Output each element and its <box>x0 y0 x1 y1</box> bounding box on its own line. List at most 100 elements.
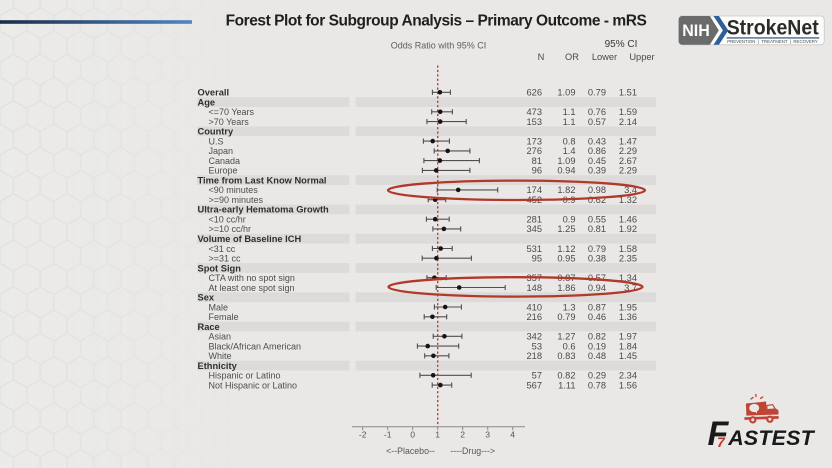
svg-text:148: 148 <box>526 283 542 293</box>
svg-text:0.78: 0.78 <box>588 380 606 390</box>
svg-text:0.76: 0.76 <box>588 107 606 117</box>
svg-text:173: 173 <box>526 136 542 146</box>
svg-text:0.46: 0.46 <box>588 312 606 322</box>
svg-text:OR: OR <box>565 52 579 62</box>
svg-text:174: 174 <box>526 185 542 195</box>
svg-text:1.27: 1.27 <box>557 332 575 342</box>
svg-text:2.34: 2.34 <box>619 371 637 381</box>
svg-text:1.4: 1.4 <box>563 146 576 156</box>
svg-text:1.32: 1.32 <box>619 195 637 205</box>
svg-text:1.47: 1.47 <box>619 136 637 146</box>
svg-text:Race: Race <box>198 322 220 332</box>
svg-text:2.29: 2.29 <box>619 166 637 176</box>
svg-text:1.95: 1.95 <box>619 302 637 312</box>
svg-text:At least one spot sign: At least one spot sign <box>209 283 295 293</box>
svg-text:345: 345 <box>526 224 542 234</box>
svg-text:531: 531 <box>526 244 542 254</box>
svg-text:2.67: 2.67 <box>619 156 637 166</box>
svg-text:0.81: 0.81 <box>588 224 606 234</box>
svg-text:NIH: NIH <box>682 22 710 40</box>
svg-text:0.62: 0.62 <box>588 195 606 205</box>
svg-text:95: 95 <box>532 254 542 264</box>
svg-text:Age: Age <box>198 97 216 107</box>
svg-text:0.86: 0.86 <box>588 146 606 156</box>
svg-text:0.82: 0.82 <box>557 371 575 381</box>
svg-text:Europe: Europe <box>209 166 238 176</box>
svg-text:281: 281 <box>526 214 542 224</box>
svg-text:1.59: 1.59 <box>619 107 637 117</box>
svg-text:0.94: 0.94 <box>588 283 606 293</box>
svg-text:1.09: 1.09 <box>557 156 575 166</box>
svg-text:626: 626 <box>526 88 542 98</box>
svg-text:0.79: 0.79 <box>588 88 606 98</box>
svg-text:Volume of Baseline ICH: Volume of Baseline ICH <box>198 234 302 244</box>
svg-text:1.1: 1.1 <box>563 117 576 127</box>
svg-text:Black/African American: Black/African American <box>209 341 302 351</box>
svg-text:1.82: 1.82 <box>557 185 575 195</box>
svg-text:Hispanic or Latino: Hispanic or Latino <box>209 371 281 381</box>
svg-text:Country: Country <box>198 127 234 137</box>
svg-text:>=90 minutes: >=90 minutes <box>209 195 264 205</box>
svg-text:2.35: 2.35 <box>619 254 637 264</box>
svg-text:PREVENTION | TREATMENT | R: PREVENTION | TREATMENT | RECOVERY <box>727 39 818 45</box>
svg-text:0.57: 0.57 <box>588 273 606 283</box>
svg-text:1.97: 1.97 <box>619 332 637 342</box>
svg-text:1.46: 1.46 <box>619 214 637 224</box>
svg-text:276: 276 <box>526 146 542 156</box>
svg-text:1.1: 1.1 <box>563 107 576 117</box>
svg-text:218: 218 <box>526 351 542 361</box>
svg-text:0.8: 0.8 <box>563 136 576 146</box>
svg-text:57: 57 <box>532 371 542 381</box>
svg-text:0.39: 0.39 <box>588 166 606 176</box>
svg-text:1.58: 1.58 <box>619 244 637 254</box>
svg-text:Ethnicity: Ethnicity <box>198 361 238 371</box>
svg-text:3: 3 <box>485 430 490 440</box>
svg-text:N: N <box>538 52 545 62</box>
svg-text:3.4: 3.4 <box>624 185 637 195</box>
svg-text:Forest Plot for Subgroup Analy: Forest Plot for Subgroup Analysis – Prim… <box>226 13 647 30</box>
svg-text:0.79: 0.79 <box>557 312 575 322</box>
svg-text:CTA with no spot sign: CTA with no spot sign <box>209 273 295 283</box>
svg-text:2: 2 <box>460 430 465 440</box>
svg-text:Overall: Overall <box>198 88 230 98</box>
svg-text:-2: -2 <box>359 430 367 440</box>
svg-text:0.6: 0.6 <box>563 341 576 351</box>
svg-text:<90 minutes: <90 minutes <box>209 185 259 195</box>
svg-text:1.12: 1.12 <box>557 244 575 254</box>
svg-text:1.36: 1.36 <box>619 312 637 322</box>
svg-text:<--Placebo--: <--Placebo-- <box>386 446 435 456</box>
svg-text:U.S: U.S <box>209 136 224 146</box>
svg-text:Asian: Asian <box>209 332 232 342</box>
svg-text:<31 cc: <31 cc <box>209 244 236 254</box>
svg-text:2.14: 2.14 <box>619 117 637 127</box>
svg-text:0.98: 0.98 <box>588 185 606 195</box>
svg-text:>70 Years: >70 Years <box>209 117 250 127</box>
svg-text:>=10 cc/hr: >=10 cc/hr <box>209 224 252 234</box>
svg-text:0.9: 0.9 <box>563 214 576 224</box>
svg-text:1.92: 1.92 <box>619 224 637 234</box>
svg-text:410: 410 <box>526 302 542 312</box>
svg-text:Female: Female <box>209 312 239 322</box>
svg-text:StrokeNet: StrokeNet <box>727 16 819 40</box>
svg-text:Not Hispanic or Latino: Not Hispanic or Latino <box>209 380 298 390</box>
svg-text:1.51: 1.51 <box>619 88 637 98</box>
svg-text:Spot Sign: Spot Sign <box>198 263 242 273</box>
svg-text:2.29: 2.29 <box>619 146 637 156</box>
svg-text:0.43: 0.43 <box>588 136 606 146</box>
svg-text:Canada: Canada <box>209 156 241 166</box>
svg-text:Male: Male <box>209 302 229 312</box>
svg-text:1.25: 1.25 <box>557 224 575 234</box>
svg-text:0.29: 0.29 <box>588 371 606 381</box>
svg-text:96: 96 <box>532 166 542 176</box>
svg-text:0.19: 0.19 <box>588 341 606 351</box>
svg-text:95% CI: 95% CI <box>605 39 638 50</box>
svg-text:<=70 Years: <=70 Years <box>209 107 255 117</box>
svg-text:81: 81 <box>532 156 542 166</box>
svg-text:567: 567 <box>526 380 542 390</box>
svg-text:>=31 cc: >=31 cc <box>209 254 242 264</box>
svg-text:342: 342 <box>526 332 542 342</box>
svg-text:White: White <box>209 351 232 361</box>
svg-text:Time from Last Know Normal: Time from Last Know Normal <box>198 175 327 185</box>
svg-text:----Drug--->: ----Drug---> <box>450 446 495 456</box>
svg-text:Japan: Japan <box>209 146 234 156</box>
